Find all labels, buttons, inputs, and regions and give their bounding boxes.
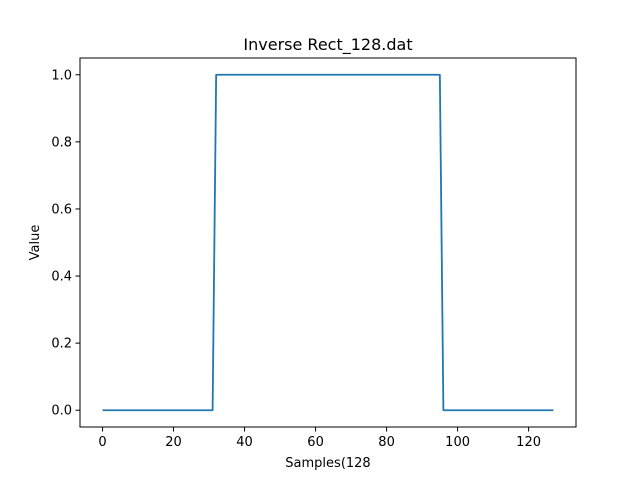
x-tick-label: 40 xyxy=(236,435,253,450)
x-tick-label: 80 xyxy=(378,435,395,450)
y-tick-label: 0.2 xyxy=(51,337,72,352)
series-layer xyxy=(102,73,554,412)
x-tick-label: 100 xyxy=(445,435,470,450)
x-axis-label: Samples(128 xyxy=(285,456,370,471)
x-tick-label: 0 xyxy=(98,435,106,450)
plot-area xyxy=(80,58,576,427)
y-axis-ticks: 0.0 0.2 0.4 0.6 0.8 1.0 xyxy=(51,68,80,419)
y-tick-label: 0.8 xyxy=(51,135,72,150)
y-tick-label: 0.0 xyxy=(51,404,72,419)
y-axis-label: Value xyxy=(28,225,43,261)
x-tick-label: 20 xyxy=(165,435,182,450)
y-tick-label: 0.6 xyxy=(51,202,72,217)
x-axis-ticks: 0 20 40 60 80 100 120 xyxy=(98,427,541,450)
y-tick-label: 0.4 xyxy=(51,270,72,285)
series-line xyxy=(102,73,554,412)
x-tick-label: 120 xyxy=(516,435,541,450)
chart-title: Inverse Rect_128.dat xyxy=(243,35,412,55)
x-tick-label: 60 xyxy=(307,435,324,450)
axes-frame xyxy=(79,57,577,428)
y-tick-label: 1.0 xyxy=(51,68,72,83)
